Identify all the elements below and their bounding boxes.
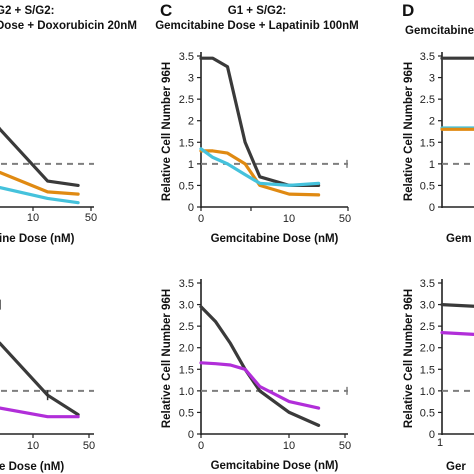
series-line-black (0, 341, 80, 417)
series-line-black (199, 56, 321, 187)
y-tick-label: 1.5 (179, 364, 194, 376)
panel-b: G2 + S/G2: Dose + Doxorubicin 20nM 10 50… (0, 5, 137, 473)
y-tick-label: 1.5 (420, 364, 435, 376)
y-tick-label: 2.5 (179, 321, 194, 333)
y-tick-label: 1.5 (420, 137, 435, 149)
y-tick-label: 1.5 (179, 137, 194, 149)
x-axis-label-d-bottom: Ger (446, 461, 466, 473)
y-tick-label: 1.0 (420, 386, 435, 398)
y-tick-label: 3.5 (179, 51, 194, 63)
y-tick-label: 1 (188, 159, 194, 171)
y-tick-label: 0 (429, 202, 435, 214)
x-tick-label: 0 (198, 440, 204, 452)
y-tick-label: 2.5 (420, 94, 435, 106)
y-tick-label: 2.0 (420, 343, 435, 355)
series-line-black (199, 305, 321, 427)
panel-b-title-line2: Dose + Doxorubicin 20nM (0, 20, 137, 32)
x-axis-label-b-bottom: ne Dose (nM) (0, 461, 64, 473)
panel-letter-c: C (160, 1, 172, 20)
y-tick-label: 2 (429, 116, 435, 128)
series-line-black (0, 126, 80, 187)
y-tick-label: 0 (188, 429, 194, 441)
y-tick-label: 3.0 (179, 300, 194, 312)
panel-c: C G1 + S/G2: Gemcitabine Dose + Lapatini… (155, 1, 359, 472)
panel-letter-d: D (402, 1, 414, 20)
x-tick-label: 50 (83, 440, 95, 452)
series-line-orange (199, 149, 321, 197)
x-tick-label: 50 (339, 440, 351, 452)
x-tick-label: 50 (85, 212, 97, 224)
y-axis-label: Relative Cell Number 96H (161, 289, 173, 428)
axes-d-bottom: 0 0.5 1.0 1.5 2.0 2.5 3.0 3.5 Relative Cell Numb… (403, 278, 474, 441)
y-tick-label: 0 (429, 429, 435, 441)
y-tick-label: 2.5 (420, 321, 435, 333)
y-tick-label: 3.5 (420, 51, 435, 63)
x-tick-label: 0 (198, 213, 204, 225)
y-axis-label: Relative Cell Number 96H (403, 62, 415, 201)
x-axis-label: Gemcitabine Dose (nM) (211, 460, 339, 472)
axes-c-bottom: 0 0.5 1.0 1.5 2.0 2.5 3.0 3.5 Relative Cell Numb… (161, 278, 351, 472)
x-tick-label: 10 (27, 212, 39, 224)
plot-c-top (199, 56, 348, 197)
x-axis-label-d-top: Gem (446, 233, 472, 245)
panel-d-title-line1: Gemcitabine (405, 25, 474, 37)
y-tick-label: 0.5 (420, 407, 435, 419)
y-tick-label: 3.0 (420, 300, 435, 312)
panel-c-title-line2: Gemcitabine Dose + Lapatinib 100nM (155, 20, 359, 32)
y-tick-label: 3 (429, 73, 435, 85)
y-tick-label: 1.0 (179, 386, 194, 398)
series-line-cyan (199, 147, 321, 187)
x-tick-label: 10 (283, 440, 295, 452)
y-tick-label: 2.0 (179, 343, 194, 355)
y-axis-label: Relative Cell Number 96H (403, 289, 415, 428)
y-tick-label: 0.5 (179, 407, 194, 419)
y-tick-label: 0 (188, 202, 194, 214)
series-line-orange (0, 170, 80, 196)
series-line-magenta (199, 361, 321, 410)
x-tick-label: 50 (339, 213, 351, 225)
panel-c-title-line1: G1 + S/G2: (228, 5, 286, 17)
panel-b-title-line1: G2 + S/G2: (0, 5, 54, 17)
y-tick-label: 2 (188, 116, 194, 128)
y-tick-label: 0.5 (420, 180, 435, 192)
axes-c-top: 0 0.5 1 1.5 2 2.5 3 3.5 Relative Cell Number 96H… (161, 51, 351, 245)
x-axis-label-b-top: bine Dose (nM) (0, 233, 75, 245)
series-line-cyan (0, 185, 80, 205)
series-line-magenta (440, 331, 474, 336)
y-tick-label: 3.5 (179, 278, 194, 290)
y-tick-label: 1 (429, 159, 435, 171)
panel-d: D Gemcitabine 0 0.5 1 1.5 2 2.5 3 3.5 Relative C… (402, 1, 474, 473)
series-line-magenta (0, 406, 80, 419)
plot-c-bottom (199, 305, 348, 427)
plot-d-top (440, 56, 474, 165)
y-axis-label: Relative Cell Number 96H (161, 62, 173, 201)
x-tick-label: 10 (283, 213, 295, 225)
y-tick-label: 2.5 (179, 94, 194, 106)
x-axis-label: Gemcitabine Dose (nM) (211, 233, 339, 245)
x-tick-label: 10 (27, 440, 39, 452)
plot-b-top (0, 126, 94, 205)
y-tick-label: 3 (188, 73, 194, 85)
plot-d-bottom (440, 303, 474, 392)
plot-b-bottom (0, 299, 94, 419)
x-tick-label: 1 (437, 437, 443, 449)
y-tick-label: 0.5 (179, 180, 194, 192)
axes-d-top: 0 0.5 1 1.5 2 2.5 3 3.5 Relative Cell Number 96H (403, 51, 474, 214)
series-line-black (440, 303, 474, 308)
y-tick-label: 3.5 (420, 278, 435, 290)
